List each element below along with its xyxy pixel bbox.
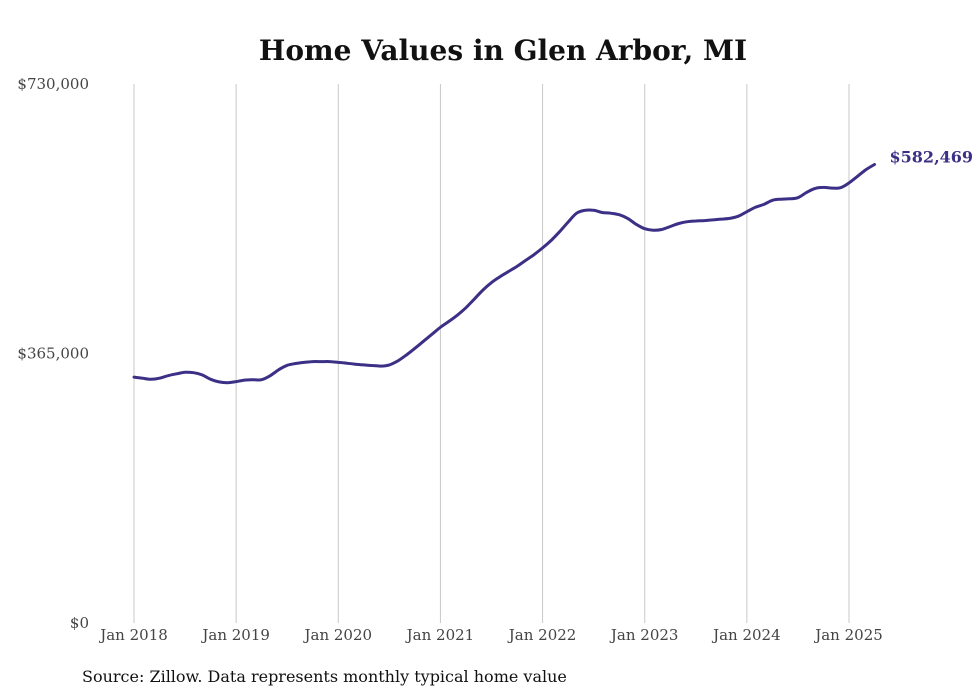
x-tick-label: Jan 2019: [200, 626, 270, 644]
y-tick-label: $365,000: [17, 345, 89, 363]
source-note: Source: Zillow. Data represents monthly …: [82, 667, 567, 686]
x-tick-label: Jan 2020: [303, 626, 373, 644]
grid-lines: [133, 84, 850, 623]
x-tick-label: Jan 2023: [609, 626, 679, 644]
chart-title: Home Values in Glen Arbor, MI: [259, 34, 747, 67]
x-tick-label: Jan 2022: [507, 626, 577, 644]
y-tick-label: $730,000: [17, 75, 89, 93]
y-axis-ticks: $0 $365,000 $730,000: [17, 75, 89, 632]
y-tick-label: $0: [70, 614, 89, 632]
x-tick-label: Jan 2025: [813, 626, 883, 644]
end-value-label: $582,469: [890, 147, 974, 166]
x-tick-label: Jan 2024: [711, 626, 781, 644]
line-chart: Home Values in Glen Arbor, MI $0 $365,000…: [17, 34, 974, 644]
x-tick-label: Jan 2021: [405, 626, 475, 644]
series-line: [132, 163, 876, 385]
x-axis-ticks: Jan 2018 Jan 2019 Jan 2020 Jan 2021 Jan 2022…: [98, 626, 883, 644]
x-tick-label: Jan 2018: [98, 626, 168, 644]
